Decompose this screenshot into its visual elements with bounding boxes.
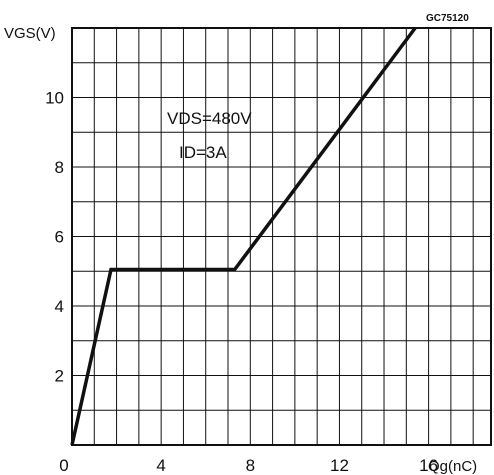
x-tick-label: 16 — [419, 456, 438, 475]
annotation-vds: VDS=480V — [167, 109, 252, 128]
x-tick-label: 0 — [59, 456, 68, 475]
x-tick-label: 4 — [156, 456, 165, 475]
plot-frame — [71, 27, 492, 446]
x-tick-labels: 0 4 8 12 16 — [59, 456, 438, 475]
figure-code: GC75120 — [426, 13, 469, 24]
annotation-id: ID=3A — [179, 143, 227, 162]
y-tick-label: 4 — [55, 297, 64, 316]
y-tick-labels: 2 4 6 8 10 — [45, 89, 64, 386]
y-tick-label: 8 — [55, 158, 64, 177]
y-axis-title: VGS(V) — [4, 25, 56, 42]
x-tick-label: 8 — [246, 456, 255, 475]
gate-charge-curve — [70, 26, 417, 446]
y-tick-label: 10 — [45, 89, 64, 108]
y-tick-label: 6 — [55, 228, 64, 247]
x-tick-label: 12 — [330, 456, 349, 475]
x-axis-title: Qg(nC) — [428, 458, 477, 475]
grid — [72, 28, 491, 445]
y-tick-label: 2 — [55, 367, 64, 386]
